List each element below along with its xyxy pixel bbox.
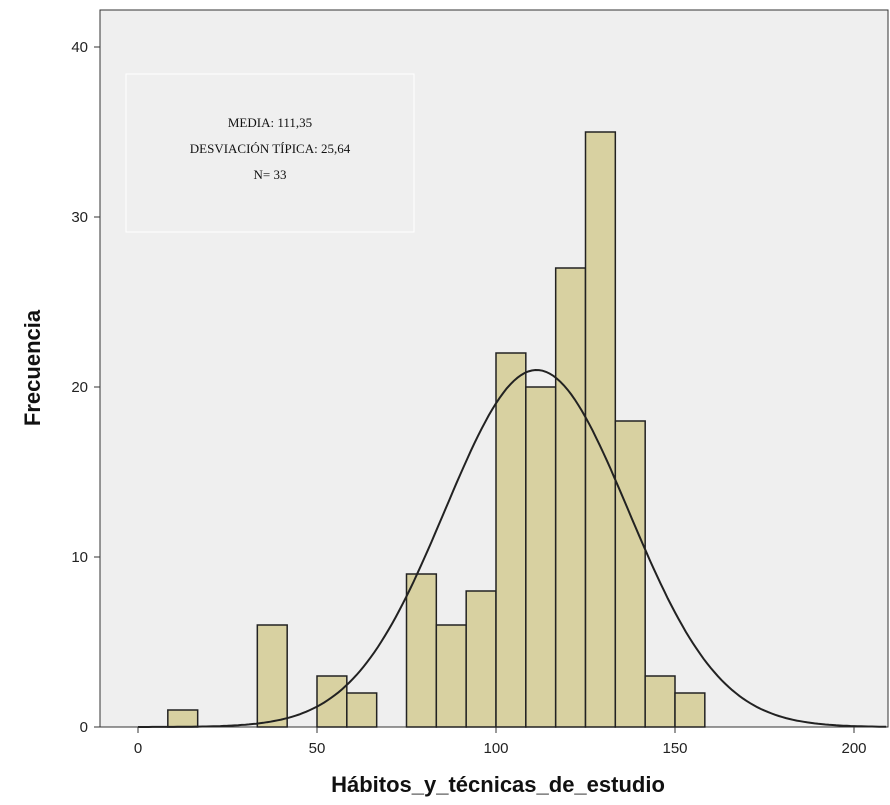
histogram-bar-3 bbox=[316, 675, 348, 728]
y-tick-label-0: 0 bbox=[80, 719, 88, 736]
y-tick-label-30: 30 bbox=[71, 209, 88, 226]
x-tick-label-100: 100 bbox=[483, 740, 508, 757]
histogram-bar-11 bbox=[584, 131, 617, 728]
y-tick-label-10: 10 bbox=[71, 549, 88, 566]
histogram-bar-8 bbox=[495, 352, 527, 728]
axes: 0 50 100 150 200 0 10 20 30 40 bbox=[71, 39, 866, 757]
histogram-bar-5 bbox=[405, 573, 438, 728]
stats-n-label: N= 33 bbox=[254, 167, 287, 182]
histogram-bar-12 bbox=[614, 420, 646, 728]
histogram-bar-7 bbox=[465, 590, 497, 728]
y-tick-label-20: 20 bbox=[71, 379, 88, 396]
histogram-bar-9 bbox=[525, 386, 557, 728]
histogram-bar-14 bbox=[674, 692, 706, 728]
normal-curve bbox=[138, 368, 887, 728]
stats-box-frame bbox=[125, 73, 415, 233]
y-axis-title: Frecuencia bbox=[20, 309, 45, 426]
x-tick-label-0: 0 bbox=[134, 740, 142, 757]
histogram-bar-6 bbox=[435, 624, 467, 728]
x-axis-title: Hábitos_y_técnicas_de_estudio bbox=[331, 772, 665, 797]
x-tick-label-150: 150 bbox=[662, 740, 687, 757]
histogram-bar-13 bbox=[644, 675, 676, 728]
histogram-bar-10 bbox=[554, 267, 587, 728]
histogram-bar-4 bbox=[346, 692, 378, 728]
x-tick-label-50: 50 bbox=[309, 740, 326, 757]
stats-sd-label: DESVIACIÓN TÍPICA: 25,64 bbox=[190, 141, 351, 156]
histogram-bar-1 bbox=[167, 709, 199, 728]
x-tick-label-200: 200 bbox=[841, 740, 866, 757]
stats-mean-label: MEDIA: 111,35 bbox=[228, 115, 312, 130]
histogram-bars bbox=[167, 131, 706, 728]
y-tick-label-40: 40 bbox=[71, 39, 88, 56]
stats-box: MEDIA: 111,35 DESVIACIÓN TÍPICA: 25,64 N… bbox=[125, 73, 415, 233]
histogram-bar-2 bbox=[256, 624, 288, 728]
